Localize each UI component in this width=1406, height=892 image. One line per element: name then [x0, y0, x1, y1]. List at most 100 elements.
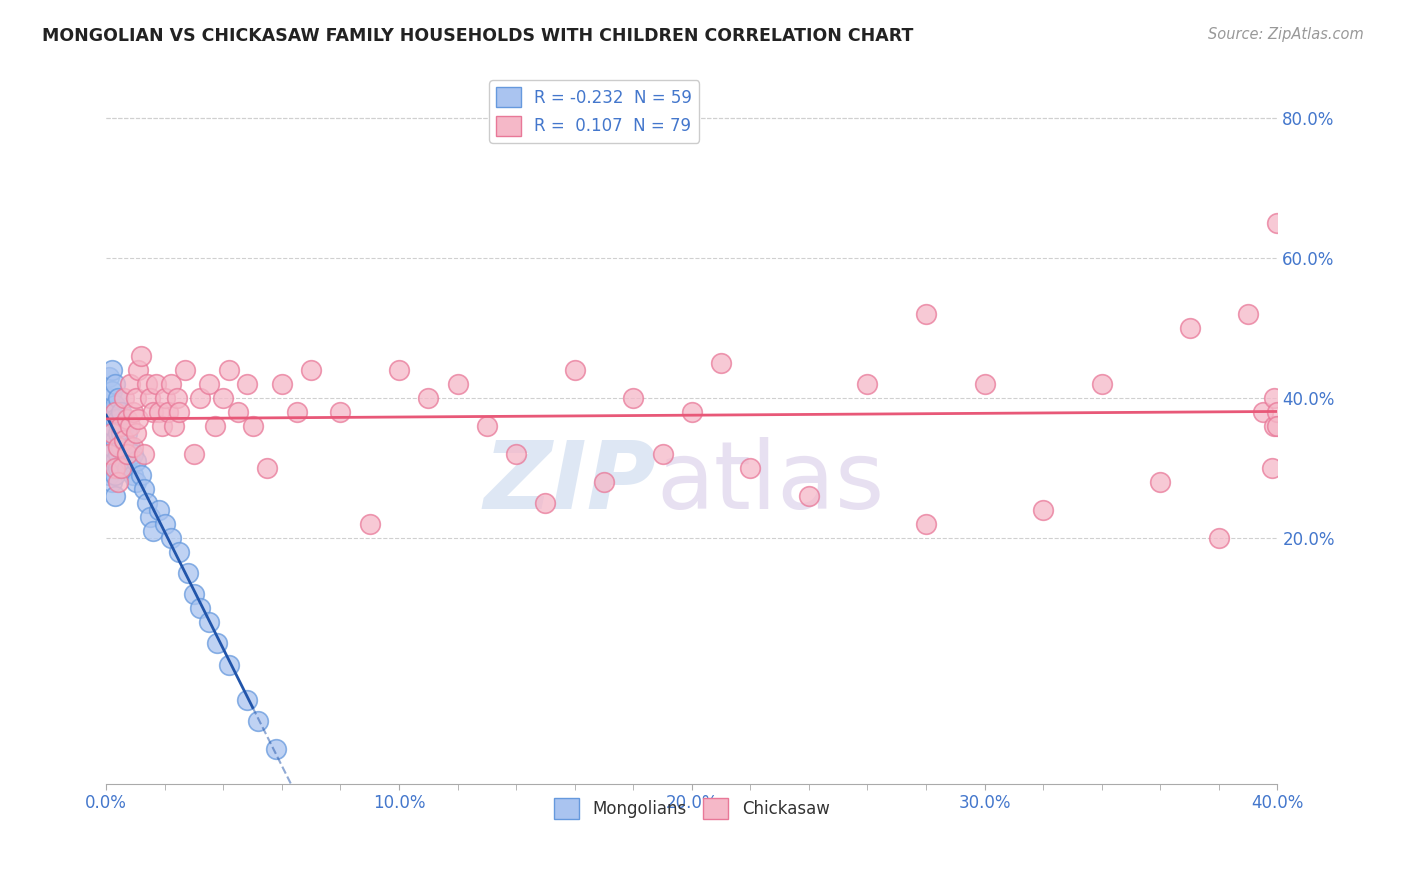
Point	[1267, 405, 1289, 419]
Point	[207, 636, 229, 650]
Point	[247, 714, 270, 728]
Point	[236, 377, 259, 392]
Point	[98, 391, 121, 405]
Point	[197, 615, 219, 630]
Point	[740, 461, 762, 475]
Point	[112, 454, 135, 468]
Point	[212, 391, 235, 405]
Point	[118, 377, 141, 392]
Point	[218, 657, 240, 672]
Point	[1178, 321, 1201, 335]
Point	[242, 419, 264, 434]
Point	[1208, 531, 1230, 545]
Point	[285, 405, 308, 419]
Point	[110, 440, 132, 454]
Point	[115, 412, 138, 426]
Point	[101, 405, 124, 419]
Point	[446, 377, 468, 392]
Point	[104, 412, 127, 426]
Point	[856, 377, 879, 392]
Point	[973, 377, 995, 392]
Point	[112, 419, 135, 434]
Point	[101, 426, 124, 441]
Point	[104, 398, 127, 412]
Point	[104, 433, 127, 447]
Point	[107, 447, 129, 461]
Point	[204, 419, 226, 434]
Text: atlas: atlas	[657, 437, 884, 529]
Point	[101, 461, 124, 475]
Point	[359, 517, 381, 532]
Point	[1263, 391, 1285, 405]
Point	[1091, 377, 1114, 392]
Point	[169, 405, 191, 419]
Point	[104, 468, 127, 483]
Point	[98, 447, 121, 461]
Point	[112, 433, 135, 447]
Point	[104, 454, 127, 468]
Point	[107, 391, 129, 405]
Point	[107, 475, 129, 490]
Point	[183, 587, 205, 601]
Point	[915, 517, 938, 532]
Point	[134, 482, 156, 496]
Point	[118, 419, 141, 434]
Point	[107, 461, 129, 475]
Point	[127, 363, 149, 377]
Point	[115, 447, 138, 461]
Text: MONGOLIAN VS CHICKASAW FAMILY HOUSEHOLDS WITH CHILDREN CORRELATION CHART: MONGOLIAN VS CHICKASAW FAMILY HOUSEHOLDS…	[42, 27, 914, 45]
Point	[115, 447, 138, 461]
Point	[1267, 419, 1289, 434]
Point	[264, 741, 287, 756]
Point	[166, 391, 188, 405]
Point	[142, 524, 165, 539]
Point	[124, 454, 146, 468]
Point	[104, 489, 127, 503]
Point	[226, 405, 249, 419]
Point	[177, 566, 200, 581]
Point	[621, 391, 644, 405]
Point	[98, 370, 121, 384]
Point	[104, 461, 127, 475]
Point	[418, 391, 440, 405]
Point	[118, 454, 141, 468]
Point	[710, 356, 733, 370]
Point	[118, 440, 141, 454]
Point	[115, 461, 138, 475]
Point	[256, 461, 278, 475]
Point	[121, 447, 143, 461]
Point	[153, 391, 176, 405]
Point	[564, 363, 586, 377]
Point	[174, 363, 197, 377]
Point	[107, 426, 129, 441]
Point	[148, 405, 170, 419]
Point	[1149, 475, 1171, 490]
Point	[101, 363, 124, 377]
Point	[110, 419, 132, 434]
Point	[110, 405, 132, 419]
Point	[121, 440, 143, 454]
Point	[159, 377, 181, 392]
Point	[124, 426, 146, 441]
Point	[107, 440, 129, 454]
Point	[112, 391, 135, 405]
Legend: Mongolians, Chickasaw: Mongolians, Chickasaw	[547, 792, 837, 825]
Point	[681, 405, 703, 419]
Point	[98, 447, 121, 461]
Point	[131, 468, 153, 483]
Point	[271, 377, 294, 392]
Point	[797, 489, 820, 503]
Point	[107, 412, 129, 426]
Point	[475, 419, 498, 434]
Point	[299, 363, 322, 377]
Point	[593, 475, 616, 490]
Point	[534, 496, 557, 510]
Text: Source: ZipAtlas.com: Source: ZipAtlas.com	[1208, 27, 1364, 42]
Point	[150, 419, 173, 434]
Point	[1263, 419, 1285, 434]
Point	[142, 405, 165, 419]
Point	[101, 384, 124, 398]
Point	[1237, 307, 1260, 321]
Point	[136, 377, 159, 392]
Point	[156, 405, 179, 419]
